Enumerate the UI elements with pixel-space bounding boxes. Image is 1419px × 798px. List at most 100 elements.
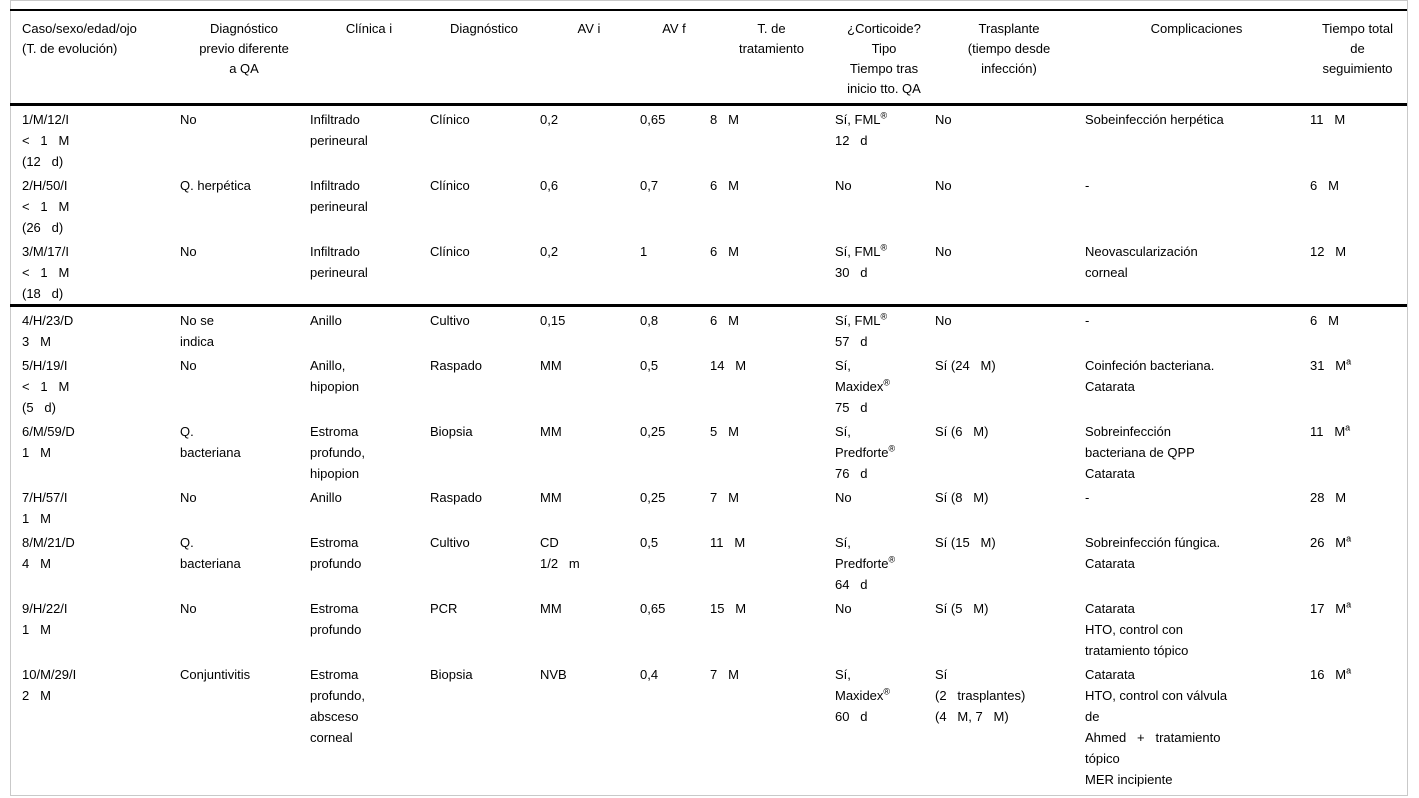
cell-diagnostico-previo: Conjuntivitis (180, 661, 310, 798)
cell-trasplante: Sí (15 M) (935, 535, 996, 550)
header-diagnostico-previo: Diagnóstico previo diferente a QA (180, 10, 310, 106)
cell-t-tratamiento: 8 M (710, 112, 739, 127)
cell-corticoide: Sí, FML® 12 d (835, 110, 888, 148)
cell-av-f: 0,7 (640, 178, 659, 193)
cell-av-f: 0,25 (640, 490, 666, 505)
header-trasplante: Trasplante (tiempo desde infección) (935, 10, 1085, 106)
cell-t-tratamiento: 7 M (710, 661, 835, 798)
cell-diagnostico: Biopsia (430, 424, 473, 439)
cell-t-tratamiento: 11 M (710, 535, 746, 550)
cell-av-i: 0,2 (540, 112, 559, 127)
cell-corticoide: Sí, FML® 57 d (835, 311, 888, 349)
cell-av-f: 0,25 (640, 424, 666, 439)
cell-diagnostico: Raspado (430, 358, 483, 373)
cell-av-i: NVB (540, 661, 640, 798)
cell-av-i: MM (540, 601, 562, 616)
cell-trasplante: Sí (8 M) (935, 490, 989, 505)
cell-caso: 9/H/22/I 1 M (22, 601, 68, 637)
table-row-caso-4: 4/H/23/D 3 M No se indica Anillo Cultivo… (10, 306, 1407, 353)
cell-caso: 2/H/50/I < 1 M (26 d) (22, 178, 70, 235)
cell-diagnostico: Clínico (430, 178, 470, 193)
cell-corticoide: No (835, 601, 852, 616)
cell-trasplante: Sí (2 trasplantes) (4 M, 7 M) (935, 661, 1085, 798)
cell-corticoide: Sí, FML® 30 d (835, 238, 935, 307)
cell-av-f: 1 (640, 238, 710, 307)
clinical-cases-table: Caso/sexo/edad/ojo (T. de evolución) Dia… (10, 9, 1407, 798)
header-complicaciones: Complicaciones (1085, 10, 1310, 106)
cell-t-tratamiento: 6 M (710, 238, 835, 307)
cell-av-f: 0,5 (640, 535, 659, 550)
cell-complicaciones: Sobeinfección herpética (1085, 112, 1224, 127)
cell-trasplante: Sí (24 M) (935, 358, 996, 373)
cell-caso: 5/H/19/I < 1 M (5 d) (22, 358, 70, 415)
header-diagnostico: Diagnóstico (430, 10, 540, 106)
cell-av-f: 0,65 (640, 601, 666, 616)
cell-av-f: 0,8 (640, 313, 659, 328)
header-corticoide: ¿Corticoide? Tipo Tiempo tras inicio tto… (835, 10, 935, 106)
cell-diagnostico: Raspado (430, 490, 483, 505)
cell-t-tratamiento: 7 M (710, 490, 739, 505)
cell-diagnostico-previo: Q. bacteriana (180, 535, 241, 571)
cell-corticoide: No (835, 490, 852, 505)
cell-diagnostico-previo: No (180, 358, 197, 373)
cell-complicaciones: Catarata HTO, control con válvula de Ahm… (1085, 661, 1310, 798)
cell-complicaciones: - (1085, 178, 1090, 193)
cell-tiempo-seguimiento: 16 Ma (1310, 661, 1407, 798)
table-row-caso-9: 9/H/22/I 1 M No Estroma profundo PCR MM … (10, 595, 1407, 661)
cell-caso: 7/H/57/I 1 M (22, 490, 68, 526)
cell-complicaciones: Sobreinfección fúngica. Catarata (1085, 535, 1221, 571)
cell-diagnostico-previo: No (180, 112, 197, 127)
cell-caso: 10/M/29/I 2 M (10, 661, 180, 798)
cell-diagnostico: Cultivo (430, 535, 470, 550)
header-av-f: AV f (640, 10, 710, 106)
table-row-caso-7: 7/H/57/I 1 M No Anillo Raspado MM 0,25 7… (10, 484, 1407, 529)
cell-clinica-i: Estroma profundo (310, 535, 362, 571)
header-clinica-i: Clínica i (310, 10, 430, 106)
cell-corticoide: Sí, Predforte® 76 d (835, 424, 896, 481)
cell-diagnostico-previo: Q. herpética (180, 178, 251, 193)
cell-av-i: MM (540, 424, 562, 439)
cell-tiempo-seguimiento: 28 M (1310, 490, 1347, 505)
cell-diagnostico: Clínico (430, 238, 540, 307)
cell-corticoide: No (835, 178, 852, 193)
cell-clinica-i: Anillo (310, 490, 342, 505)
cell-diagnostico-previo: No (180, 238, 310, 307)
cell-corticoide: Sí, Maxidex® 60 d (835, 661, 935, 798)
cell-clinica-i: Infiltrado perineural (310, 238, 430, 307)
cell-diagnostico: Clínico (430, 112, 470, 127)
table-row-caso-1: 1/M/12/I < 1 M (12 d) No Infiltrado peri… (10, 105, 1407, 173)
cell-trasplante: Sí (5 M) (935, 601, 989, 616)
cell-diagnostico-previo: No (180, 490, 197, 505)
cell-diagnostico-previo: Q. bacteriana (180, 424, 241, 460)
cell-av-i: MM (540, 358, 562, 373)
cell-complicaciones: - (1085, 490, 1090, 505)
cell-tiempo-seguimiento: 11 M (1310, 112, 1346, 127)
cell-complicaciones: - (1085, 313, 1090, 328)
cell-av-i: MM (540, 490, 562, 505)
cell-trasplante: No (935, 313, 952, 328)
cell-tiempo-seguimiento: 12 M (1310, 238, 1407, 307)
cell-corticoide: Sí, Maxidex® 75 d (835, 358, 891, 415)
cell-t-tratamiento: 6 M (710, 313, 739, 328)
cell-diagnostico: PCR (430, 601, 458, 616)
cell-trasplante: No (935, 112, 952, 127)
cell-av-f: 0,65 (640, 112, 666, 127)
cell-complicaciones: Neovascularización corneal (1085, 238, 1310, 307)
cell-clinica-i: Estroma profundo, absceso corneal (310, 661, 430, 798)
cell-tiempo-seguimiento: 6 M (1310, 313, 1339, 328)
cell-clinica-i: Estroma profundo, hipopion (310, 424, 365, 481)
cell-av-i: 0,15 (540, 313, 566, 328)
cell-clinica-i: Infiltrado perineural (310, 178, 368, 214)
header-row: Caso/sexo/edad/ojo (T. de evolución) Dia… (10, 10, 1407, 106)
header-caso: Caso/sexo/edad/ojo (T. de evolución) (10, 10, 180, 106)
table-row-caso-3: 3/M/17/I < 1 M (18 d) No Infiltrado peri… (10, 238, 1407, 307)
cell-caso: 8/M/21/D 4 M (22, 535, 75, 571)
cell-caso: 4/H/23/D 3 M (22, 313, 74, 349)
cell-caso: 1/M/12/I < 1 M (12 d) (22, 112, 70, 169)
cell-tiempo-seguimiento: 11 Ma (1310, 422, 1351, 439)
cell-av-i: 0,6 (540, 178, 559, 193)
cell-av-f: 0,5 (640, 358, 659, 373)
cell-av-f: 0,4 (640, 661, 710, 798)
cell-trasplante: Sí (6 M) (935, 424, 989, 439)
